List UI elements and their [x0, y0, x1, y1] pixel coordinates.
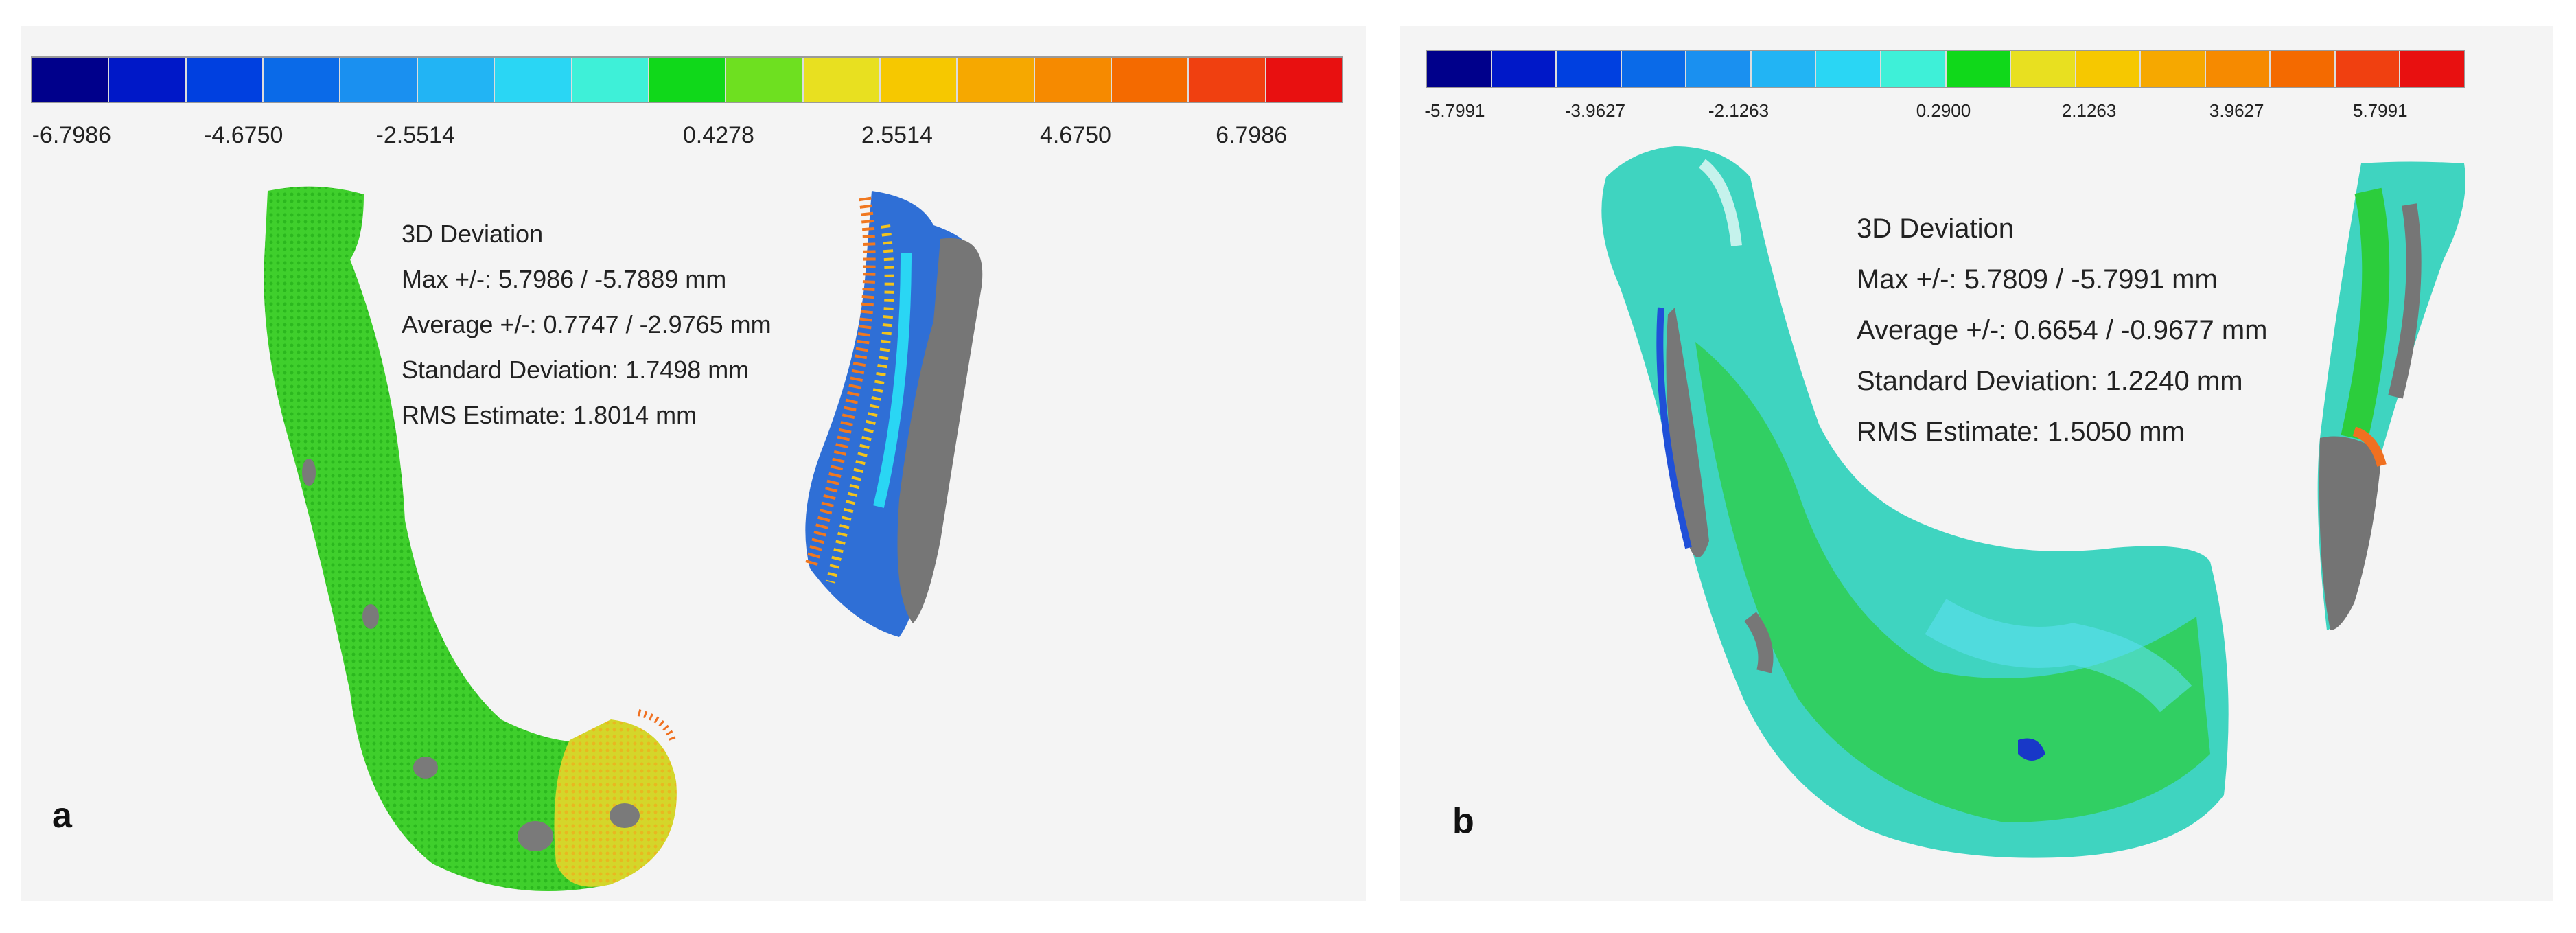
stats-rms: RMS Estimate: 1.8014 mm: [402, 401, 697, 429]
mandible-model-front-b: [1601, 146, 2229, 858]
color-scale-segment: [495, 58, 572, 102]
stats-max: Max +/-: 5.7986 / -5.7889 mm: [402, 265, 727, 293]
color-scale-segment: [1557, 51, 1622, 87]
stats-max: Max +/-: 5.7809 / -5.7991 mm: [1857, 264, 2218, 295]
color-scale-segment: [1816, 51, 1881, 87]
color-scale-segment: [32, 58, 110, 102]
color-scale-segment: [1112, 58, 1190, 102]
stats-average: Average +/-: 0.7747 / -2.9765 mm: [402, 310, 771, 338]
color-scale-tick-label: 4.6750: [1039, 122, 1111, 148]
color-scale-segment: [1034, 58, 1113, 102]
color-scale-segment: [880, 58, 958, 102]
color-scale-segment: [1946, 51, 2012, 87]
deviation-stats: 3D Deviation Max +/-: 5.7986 / -5.7889 m…: [402, 211, 771, 438]
color-scale-segment: [1621, 51, 1687, 87]
stats-title: 3D Deviation: [402, 220, 544, 248]
color-scale-segment: [958, 58, 1035, 102]
color-scale-segment: [2141, 51, 2206, 87]
color-scale-segment: [2205, 51, 2271, 87]
color-scale-tick-label: -3.9627: [1564, 100, 1626, 121]
color-scale-segment: [1266, 58, 1343, 102]
stats-std: Standard Deviation: 1.2240 mm: [1857, 366, 2243, 396]
color-scale-tick-label: 0.4278: [682, 122, 754, 148]
color-scale-tick-label: 3.9627: [2209, 100, 2264, 121]
color-scale-segment: [649, 58, 727, 102]
deviation-panel-b: 3D Deviation Max +/-: 5.7809 / -5.7991 m…: [1400, 26, 2553, 901]
color-scale-tick-label: 5.7991: [2353, 100, 2408, 121]
color-scale-segment: [1881, 51, 1947, 87]
color-scale-tick-label: -6.7986: [32, 122, 111, 148]
panel-label: b: [1452, 801, 1474, 841]
panel-label: a: [52, 796, 72, 836]
deviation-stats: 3D Deviation Max +/-: 5.7809 / -5.7991 m…: [1857, 203, 2268, 457]
color-scale-segment: [726, 58, 804, 102]
deviation-panel-a: 3D Deviation Max +/-: 5.7986 / -5.7889 m…: [21, 26, 1366, 901]
color-scale-segment: [803, 58, 881, 102]
color-scale-segment: [1427, 51, 1492, 87]
color-scale-tick-label: 2.5514: [861, 122, 933, 148]
color-scale-segment: [2011, 51, 2076, 87]
color-scale-tick-label: -4.6750: [204, 122, 283, 148]
color-scale-segment: [1751, 51, 1817, 87]
color-scale-segment: [572, 58, 649, 102]
color-scale-tick-label: 6.7986: [1216, 122, 1288, 148]
stats-rms: RMS Estimate: 1.5050 mm: [1857, 417, 2185, 447]
color-scale-segment: [2400, 51, 2464, 87]
color-scale-segment: [2271, 51, 2336, 87]
color-scale-segment: [340, 58, 418, 102]
color-scale-tick-label: -2.5514: [375, 122, 455, 148]
mandible-model-side-b: [2317, 161, 2465, 630]
color-scale-segment: [1686, 51, 1752, 87]
color-scale-segment: [186, 58, 264, 102]
color-scale-segment: [2076, 51, 2142, 87]
color-scale-segment: [1189, 58, 1266, 102]
color-scale-segment: [264, 58, 341, 102]
stats-std: Standard Deviation: 1.7498 mm: [402, 356, 750, 384]
color-scale-bar: [31, 56, 1343, 103]
color-scale-tick-label: -2.1263: [1708, 100, 1769, 121]
stats-average: Average +/-: 0.6654 / -0.9677 mm: [1857, 315, 2268, 345]
color-scale-segment: [417, 58, 496, 102]
color-scale-segment: [2335, 51, 2401, 87]
color-scale-tick-label: -5.7991: [1424, 100, 1485, 121]
color-scale-tick-label: 0.2900: [1916, 100, 1971, 121]
mandible-model-side-a: [804, 191, 983, 637]
color-scale-bar: [1426, 50, 2465, 88]
color-scale-segment: [1492, 51, 1557, 87]
stats-title: 3D Deviation: [1857, 214, 2015, 244]
color-scale-tick-label: 2.1263: [2061, 100, 2117, 121]
mandible-model-front-a: [264, 186, 677, 892]
color-scale-segment: [109, 58, 187, 102]
